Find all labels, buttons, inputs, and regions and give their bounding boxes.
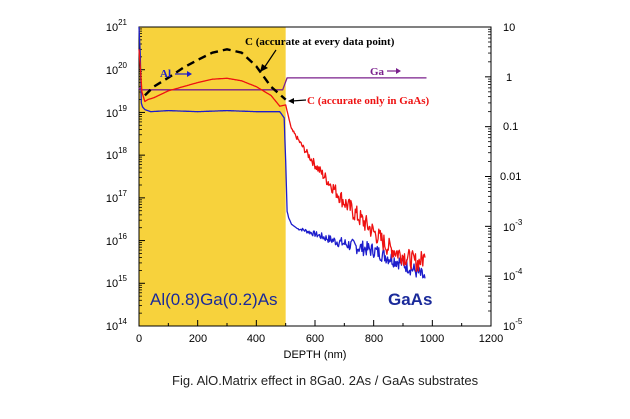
arrow-right-icon: [387, 68, 401, 74]
y-right-tick-label: 10: [503, 22, 515, 34]
annotation-c-dashed: C (accurate at every data point): [245, 36, 395, 48]
arrow-right-icon: [175, 71, 192, 77]
arrow-icon: [288, 98, 307, 104]
series-line-c-red: [138, 49, 426, 273]
series-layer: [138, 26, 427, 279]
series-line-c-dashed: [144, 48, 287, 101]
x-tick-label: 0: [136, 333, 142, 345]
y-right-tick-label: 0.1: [503, 121, 518, 133]
x-tick-label: 600: [306, 333, 324, 345]
y-right-tick-label: 10-4: [503, 267, 523, 283]
figure-caption: Fig. AlO.Matrix effect in 8Ga0. 2As / Ga…: [172, 373, 479, 388]
y-right-tick-label: 10-3: [503, 218, 523, 234]
y-right-tick-label: 1: [506, 72, 512, 84]
y-left-tick-label: 1014: [106, 317, 128, 333]
arrow-icon: [260, 49, 277, 72]
x-tick-label: 1000: [420, 333, 444, 345]
y-right-tick-label: 0.01: [500, 171, 521, 183]
region-label-algaas: Al(0.8)Ga(0.2)As: [150, 290, 278, 309]
y-left-tick-label: 1018: [106, 146, 128, 162]
y-left-tick-label: 1017: [106, 189, 128, 205]
algaas-region: [139, 27, 286, 326]
y-left-tick-label: 1019: [106, 104, 128, 120]
annotation-c-red: C (accurate only in GaAs): [307, 95, 430, 107]
x-tick-label: 200: [189, 333, 207, 345]
right-axis-ticks: [485, 26, 491, 327]
y-left-tick-label: 1015: [106, 274, 128, 290]
x-tick-label: 800: [365, 333, 383, 345]
region-label-gaas: GaAs: [388, 290, 432, 309]
x-axis-label: DEPTH (nm): [284, 349, 347, 361]
y-left-tick-label: 1021: [106, 18, 128, 34]
series-line-al: [138, 26, 426, 279]
y-right-tick-label: 10-5: [503, 317, 523, 333]
x-tick-label: 1200: [479, 333, 503, 345]
y-left-tick-label: 1020: [106, 61, 128, 77]
x-axis-ticks: [138, 320, 492, 326]
annotation-ga: Ga: [370, 66, 385, 78]
y-left-tick-label: 1016: [106, 232, 128, 248]
x-tick-label: 400: [247, 333, 265, 345]
left-axis-ticks: [139, 26, 145, 327]
series-line-ga: [138, 77, 427, 91]
annotation-al: Al: [160, 68, 171, 80]
